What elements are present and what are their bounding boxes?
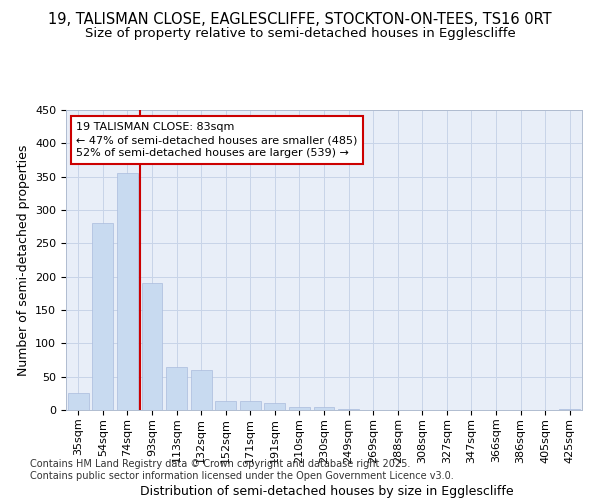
Bar: [265, 404, 286, 410]
Bar: [240, 400, 261, 410]
Text: Size of property relative to semi-detached houses in Egglescliffe: Size of property relative to semi-detach…: [85, 28, 515, 40]
Bar: [215, 400, 236, 410]
Bar: [117, 174, 138, 410]
Bar: [191, 370, 212, 410]
Bar: [92, 224, 113, 410]
Bar: [166, 366, 187, 410]
Text: 19 TALISMAN CLOSE: 83sqm
← 47% of semi-detached houses are smaller (485)
52% of : 19 TALISMAN CLOSE: 83sqm ← 47% of semi-d…: [76, 122, 358, 158]
Text: Contains HM Land Registry data © Crown copyright and database right 2025.
Contai: Contains HM Land Registry data © Crown c…: [30, 460, 454, 481]
Bar: [559, 408, 580, 410]
Y-axis label: Number of semi-detached properties: Number of semi-detached properties: [17, 144, 29, 376]
Bar: [68, 394, 89, 410]
Bar: [142, 284, 163, 410]
Text: Distribution of semi-detached houses by size in Egglescliffe: Distribution of semi-detached houses by …: [140, 484, 514, 498]
Bar: [289, 406, 310, 410]
Bar: [338, 408, 359, 410]
Bar: [314, 406, 334, 410]
Text: 19, TALISMAN CLOSE, EAGLESCLIFFE, STOCKTON-ON-TEES, TS16 0RT: 19, TALISMAN CLOSE, EAGLESCLIFFE, STOCKT…: [48, 12, 552, 28]
